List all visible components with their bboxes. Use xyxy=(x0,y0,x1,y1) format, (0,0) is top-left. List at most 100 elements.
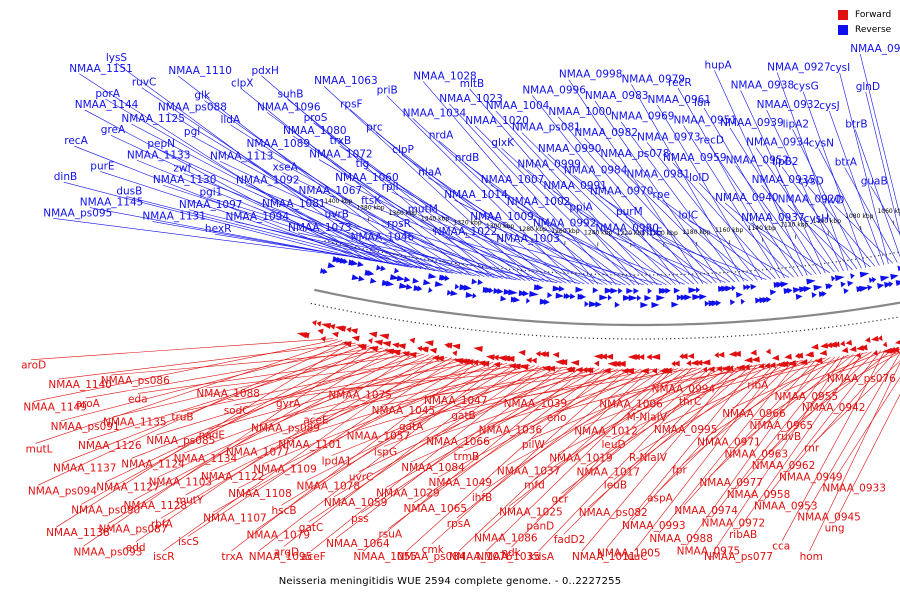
gene-label: NMAA_1057 xyxy=(347,431,411,443)
gene-label: btrB xyxy=(845,119,867,131)
kbp-tick-label: 1180 kbp xyxy=(682,229,710,236)
scale-dot xyxy=(454,327,457,329)
scale-dot xyxy=(614,274,616,276)
scale-dot xyxy=(347,245,349,247)
leader-line xyxy=(454,199,626,286)
scale-dot xyxy=(797,265,799,268)
gene-arrow xyxy=(870,335,879,342)
scale-dot xyxy=(381,251,383,253)
gene-arrow xyxy=(699,293,707,300)
scale-dot xyxy=(888,318,890,320)
leader-line xyxy=(729,127,822,275)
gene-arrow xyxy=(758,363,765,370)
leader-line xyxy=(672,162,776,280)
scale-dot xyxy=(836,325,838,327)
scale-dot xyxy=(880,319,882,321)
gene-label: NMAA_1079 xyxy=(246,530,310,542)
leader-line xyxy=(788,347,900,472)
leader-line xyxy=(594,100,722,283)
leader-line xyxy=(375,132,572,284)
gene-arrow xyxy=(651,301,660,308)
gene-label: NMAA_1046 xyxy=(351,232,415,244)
gene-arrow xyxy=(856,344,865,351)
leader-line xyxy=(63,181,355,258)
scale-dot xyxy=(568,336,570,338)
leader-line xyxy=(193,136,444,273)
scale-dot xyxy=(491,331,493,333)
gene-arrow xyxy=(408,352,417,358)
gene-label: NMAA_0959 xyxy=(663,152,727,164)
leader-line xyxy=(709,145,799,277)
gene-label: mutM xyxy=(408,204,438,216)
gene-label: NMAA_0945 xyxy=(797,512,861,524)
gene-arrow xyxy=(895,280,900,287)
gene-arrow xyxy=(646,353,652,360)
scale-dot xyxy=(451,262,453,264)
scale-dot xyxy=(765,268,768,271)
scale-dot xyxy=(483,330,485,332)
gene-label: porA xyxy=(95,88,120,100)
leader-line xyxy=(79,73,368,261)
gene-arrow xyxy=(417,285,423,292)
gene-arrow xyxy=(350,259,359,266)
scale-dot xyxy=(629,274,631,276)
gene-label: NMAA_0953 xyxy=(754,500,818,512)
gene-arrow xyxy=(488,287,494,294)
gene-label: NMAA_0998 xyxy=(559,69,623,81)
gene-arrow xyxy=(419,346,429,353)
scale-dot xyxy=(633,274,635,276)
gene-label: purM xyxy=(616,206,643,218)
kbp-tick-label: 1400 kbp xyxy=(324,198,352,205)
leader-line xyxy=(506,368,683,466)
scale-dot xyxy=(470,264,472,266)
scale-dot xyxy=(629,338,631,340)
gene-label: NMAA_ps087 xyxy=(99,523,168,535)
gene-arrow xyxy=(650,353,661,360)
scale-dot xyxy=(493,267,495,269)
leader-line xyxy=(782,349,886,541)
scale-dot xyxy=(714,336,716,338)
gene-arrow xyxy=(766,296,772,303)
scale-dot xyxy=(332,242,334,244)
leader-line xyxy=(397,228,581,285)
gene-arrow xyxy=(877,283,885,290)
gene-label: NMAA_0988 xyxy=(649,533,713,545)
gene-label: NMAA_ps081 xyxy=(512,122,581,134)
scale-dot xyxy=(507,332,509,334)
gene-label: NMAA_1089 xyxy=(246,138,310,150)
gene-arrow xyxy=(588,367,594,374)
leader-line xyxy=(481,368,665,493)
gene-label: ihfB xyxy=(472,492,492,504)
leader-line xyxy=(235,221,476,277)
scale-dot xyxy=(503,332,505,334)
gene-arrow xyxy=(845,339,853,346)
scale-dot xyxy=(322,305,324,307)
gene-arrow xyxy=(638,353,645,360)
scale-dot xyxy=(723,272,725,274)
gene-label: NMAA_1078 xyxy=(297,480,361,492)
gene-label: NMAA_1113 xyxy=(210,150,274,162)
forward-swatch xyxy=(838,9,848,20)
gene-label: dusB xyxy=(116,186,142,198)
scale-dot xyxy=(661,338,664,340)
leader-line xyxy=(599,196,731,283)
leader-line xyxy=(187,357,457,537)
legend-reverse: Reverse xyxy=(838,22,891,37)
scale-dot xyxy=(893,252,895,254)
gene-arrow xyxy=(493,287,501,294)
gene-label: NMAA_1126 xyxy=(78,440,142,452)
leader-line xyxy=(538,366,716,552)
gene-label: NMAA_0996 xyxy=(522,84,586,96)
gene-arrow xyxy=(688,287,698,294)
scale-dot xyxy=(351,245,353,248)
scale-dot xyxy=(474,265,476,267)
scale-dot xyxy=(358,312,360,314)
gene-arrow xyxy=(720,365,731,372)
leader-line xyxy=(383,368,595,447)
scale-dot xyxy=(653,274,655,276)
gene-arrow xyxy=(768,362,776,369)
scale-dot xyxy=(499,332,501,334)
scale-dot xyxy=(674,338,676,340)
scale-dot xyxy=(516,269,519,271)
scale-dot xyxy=(552,335,554,338)
